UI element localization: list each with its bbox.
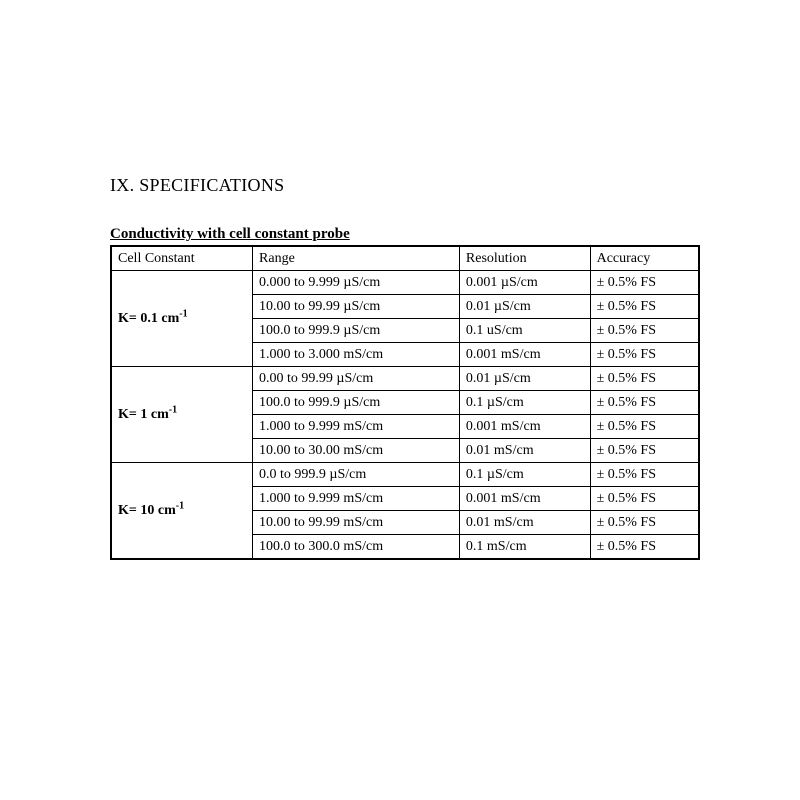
cell-constant-cell: K= 10 cm-1 — [111, 463, 253, 560]
cell-constant-cell: K= 0.1 cm-1 — [111, 271, 253, 367]
table-row: K= 10 cm-10.0 to 999.9 µS/cm0.1 µS/cm± 0… — [111, 463, 699, 487]
cell-constant-value: K= 0.1 cm — [118, 311, 179, 326]
table-caption: Conductivity with cell constant probe — [110, 226, 710, 243]
accuracy-cell: ± 0.5% FS — [590, 271, 699, 295]
accuracy-cell: ± 0.5% FS — [590, 439, 699, 463]
cell-constant-exponent: -1 — [176, 500, 184, 511]
table-header-cell: Range — [253, 246, 460, 271]
range-cell: 100.0 to 999.9 µS/cm — [253, 319, 460, 343]
resolution-cell: 0.1 mS/cm — [459, 535, 590, 560]
cell-constant-value: K= 1 cm — [118, 407, 169, 422]
range-cell: 0.0 to 999.9 µS/cm — [253, 463, 460, 487]
table-header-cell: Accuracy — [590, 246, 699, 271]
table-header-cell: Resolution — [459, 246, 590, 271]
cell-constant-value: K= 10 cm — [118, 503, 176, 518]
accuracy-cell: ± 0.5% FS — [590, 367, 699, 391]
accuracy-cell: ± 0.5% FS — [590, 343, 699, 367]
range-cell: 10.00 to 99.99 µS/cm — [253, 295, 460, 319]
table-row: K= 0.1 cm-10.000 to 9.999 µS/cm0.001 µS/… — [111, 271, 699, 295]
range-cell: 100.0 to 300.0 mS/cm — [253, 535, 460, 560]
resolution-cell: 0.01 mS/cm — [459, 439, 590, 463]
resolution-cell: 0.1 µS/cm — [459, 463, 590, 487]
cell-constant-cell: K= 1 cm-1 — [111, 367, 253, 463]
range-cell: 1.000 to 9.999 mS/cm — [253, 487, 460, 511]
resolution-cell: 0.001 mS/cm — [459, 415, 590, 439]
range-cell: 1.000 to 9.999 mS/cm — [253, 415, 460, 439]
accuracy-cell: ± 0.5% FS — [590, 535, 699, 560]
range-cell: 100.0 to 999.9 µS/cm — [253, 391, 460, 415]
resolution-cell: 0.1 µS/cm — [459, 391, 590, 415]
specifications-table: Cell ConstantRangeResolutionAccuracyK= 0… — [110, 245, 700, 560]
accuracy-cell: ± 0.5% FS — [590, 463, 699, 487]
resolution-cell: 0.01 µS/cm — [459, 367, 590, 391]
accuracy-cell: ± 0.5% FS — [590, 511, 699, 535]
resolution-cell: 0.001 µS/cm — [459, 271, 590, 295]
range-cell: 1.000 to 3.000 mS/cm — [253, 343, 460, 367]
range-cell: 10.00 to 30.00 mS/cm — [253, 439, 460, 463]
accuracy-cell: ± 0.5% FS — [590, 415, 699, 439]
resolution-cell: 0.1 uS/cm — [459, 319, 590, 343]
page: IX. SPECIFICATIONS Conductivity with cel… — [0, 0, 800, 560]
accuracy-cell: ± 0.5% FS — [590, 487, 699, 511]
cell-constant-exponent: -1 — [179, 308, 187, 319]
section-heading: IX. SPECIFICATIONS — [110, 175, 710, 196]
cell-constant-exponent: -1 — [169, 404, 177, 415]
resolution-cell: 0.001 mS/cm — [459, 487, 590, 511]
range-cell: 0.000 to 9.999 µS/cm — [253, 271, 460, 295]
resolution-cell: 0.01 mS/cm — [459, 511, 590, 535]
range-cell: 0.00 to 99.99 µS/cm — [253, 367, 460, 391]
resolution-cell: 0.01 µS/cm — [459, 295, 590, 319]
resolution-cell: 0.001 mS/cm — [459, 343, 590, 367]
accuracy-cell: ± 0.5% FS — [590, 319, 699, 343]
accuracy-cell: ± 0.5% FS — [590, 295, 699, 319]
table-header-row: Cell ConstantRangeResolutionAccuracy — [111, 246, 699, 271]
table-header-cell: Cell Constant — [111, 246, 253, 271]
table-row: K= 1 cm-10.00 to 99.99 µS/cm0.01 µS/cm± … — [111, 367, 699, 391]
accuracy-cell: ± 0.5% FS — [590, 391, 699, 415]
range-cell: 10.00 to 99.99 mS/cm — [253, 511, 460, 535]
